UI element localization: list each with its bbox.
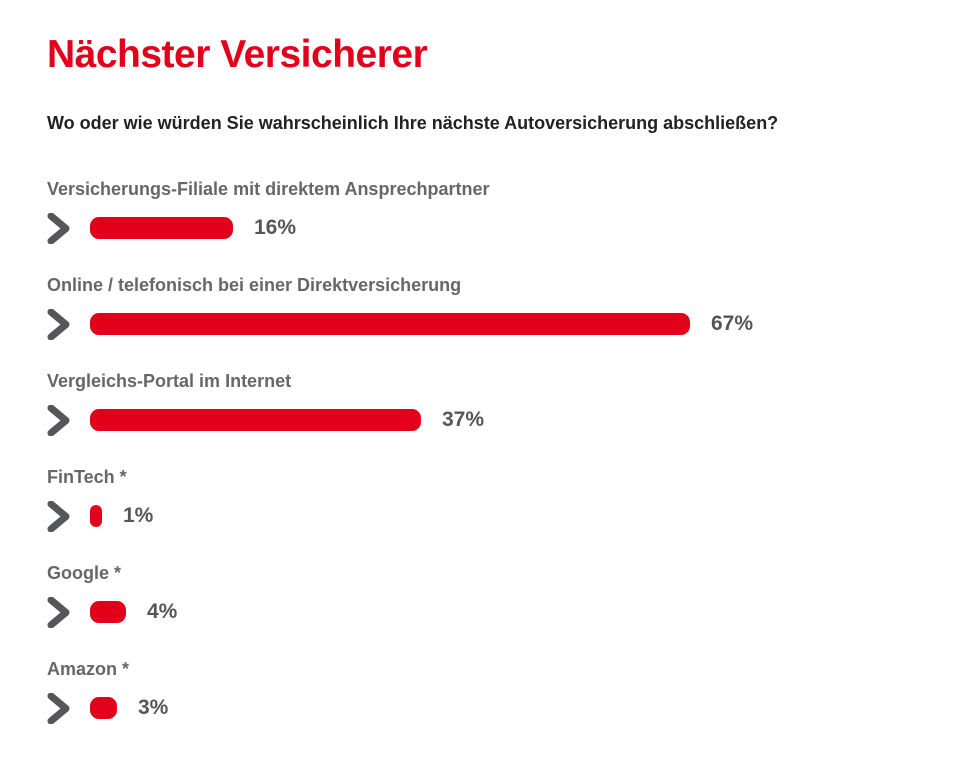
bar-row: 1% [47, 500, 937, 532]
bar-label: Google * [47, 563, 122, 584]
bar-label: FinTech * [47, 467, 127, 488]
chevron-right-icon [47, 692, 71, 724]
bar [90, 697, 117, 720]
chevron-right-icon [47, 212, 71, 244]
survey-question: Wo oder wie würden Sie wahrscheinlich Ih… [47, 112, 779, 133]
bar-label: Vergleichs-Portal im Internet [47, 371, 292, 392]
bar-group: Vergleichs-Portal im Internet 37% [47, 370, 937, 436]
bar-label: Versicherungs-Filiale mit direktem Anspr… [47, 179, 490, 200]
bar-value: 4% [147, 600, 178, 624]
chevron-right-icon [47, 596, 71, 628]
bar-group: Amazon * 3% [47, 658, 937, 724]
bar [90, 601, 126, 624]
bar-row: 37% [47, 404, 937, 436]
bar-chart: Versicherungs-Filiale mit direktem Anspr… [47, 178, 937, 724]
bar-row: 67% [47, 308, 937, 340]
bar-value: 3% [138, 696, 169, 720]
bar-group: Google * 4% [47, 562, 937, 628]
bar-row: 3% [47, 692, 937, 724]
page-title: Nächster Versicherer [47, 33, 428, 76]
bar-label: Online / telefonisch bei einer Direktver… [47, 275, 462, 296]
bar-value: 67% [711, 312, 754, 336]
bar-row: 4% [47, 596, 937, 628]
bar-value: 37% [442, 408, 485, 432]
bar-group: Versicherungs-Filiale mit direktem Anspr… [47, 178, 937, 244]
chevron-right-icon [47, 404, 71, 436]
bar [90, 217, 233, 240]
bar-row: 16% [47, 212, 937, 244]
chevron-right-icon [47, 308, 71, 340]
bar-value: 16% [254, 216, 297, 240]
bar-group: FinTech * 1% [47, 466, 937, 532]
bar-value: 1% [123, 504, 154, 528]
chevron-right-icon [47, 500, 71, 532]
bar-label: Amazon * [47, 659, 130, 680]
bar-group: Online / telefonisch bei einer Direktver… [47, 274, 937, 340]
bar [90, 505, 102, 528]
bar [90, 409, 421, 432]
bar [90, 313, 690, 336]
